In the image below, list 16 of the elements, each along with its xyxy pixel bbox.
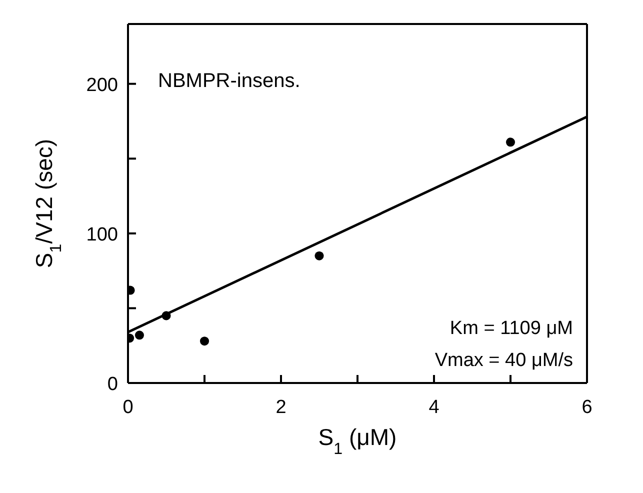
x-tick-label: 0 xyxy=(122,397,134,418)
annotation: NBMPR-insens. xyxy=(158,70,300,93)
annotation: Vmax = 40 μM/s xyxy=(434,349,573,373)
y-tick-label: 0 xyxy=(107,374,118,395)
annotation: Km = 1109 μM xyxy=(448,317,573,341)
x-tick-label: 4 xyxy=(428,397,440,418)
point xyxy=(506,138,516,147)
point xyxy=(200,336,210,346)
x-tick-label: 2 xyxy=(276,397,286,418)
y-tick-label: 100 xyxy=(86,224,118,246)
y-tick-label: 200 xyxy=(86,74,118,96)
point xyxy=(162,311,171,320)
point xyxy=(134,330,144,340)
x-tick-label: 6 xyxy=(582,397,592,418)
point xyxy=(314,251,324,260)
x-axis-title: S$_{1}$ (μM) xyxy=(318,424,397,458)
